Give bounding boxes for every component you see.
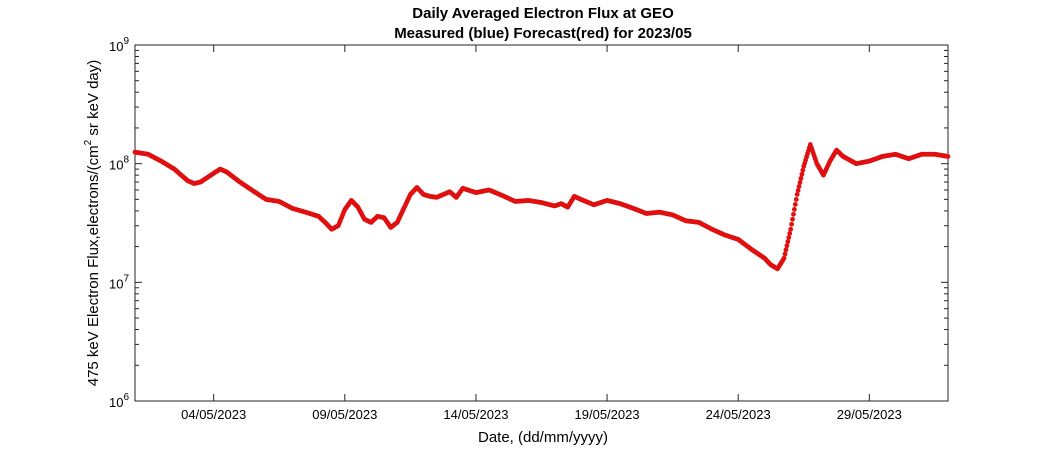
plot-area-frame	[134, 44, 949, 402]
y-tick-label: 108	[109, 155, 129, 173]
x-tick-label: 14/05/2023	[443, 407, 508, 422]
x-tick-label: 09/05/2023	[312, 407, 377, 422]
data-point	[945, 154, 951, 159]
data-point	[797, 180, 803, 185]
data-point	[789, 221, 794, 227]
data-point	[791, 206, 797, 212]
x-tick-label: 19/05/2023	[575, 407, 640, 422]
data-point	[785, 239, 791, 245]
x-tick-label: 24/05/2023	[706, 407, 771, 422]
data-point	[791, 211, 796, 217]
data-point	[798, 175, 804, 181]
data-point	[800, 167, 806, 173]
forecast-series	[132, 142, 951, 272]
data-point	[788, 226, 794, 232]
data-point	[799, 171, 805, 177]
data-point	[793, 197, 799, 202]
data-point	[781, 255, 787, 261]
chart-title-line-2: Measured (blue) Forecast(red) for 2023/0…	[394, 25, 692, 42]
x-tick-label: 29/05/2023	[837, 407, 902, 422]
data-point	[795, 188, 801, 193]
data-point	[792, 202, 798, 207]
y-tick-label: 106	[109, 392, 129, 410]
x-tick-label: 04/05/2023	[181, 407, 246, 422]
chart-title-line-1: Daily Averaged Electron Flux at GEO	[412, 5, 674, 22]
data-point	[786, 235, 792, 240]
x-axis-label: Date, (dd/mm/yyyy)	[478, 429, 608, 446]
data-point	[790, 216, 795, 222]
data-point	[783, 247, 789, 253]
data-point	[796, 184, 802, 189]
data-point	[787, 230, 793, 236]
data-point	[784, 243, 790, 249]
y-axis: 106 107 108 109	[109, 36, 948, 410]
y-axis-label: 475 keV Electron Flux,electrons/(cm2 sr …	[83, 60, 102, 387]
x-axis: 04/05/2023 09/05/2023 14/05/2023 19/05/2023…	[181, 45, 902, 422]
y-tick-label: 109	[109, 36, 129, 54]
y-tick-label: 107	[109, 273, 129, 291]
data-point	[782, 251, 788, 257]
data-point	[794, 192, 800, 197]
